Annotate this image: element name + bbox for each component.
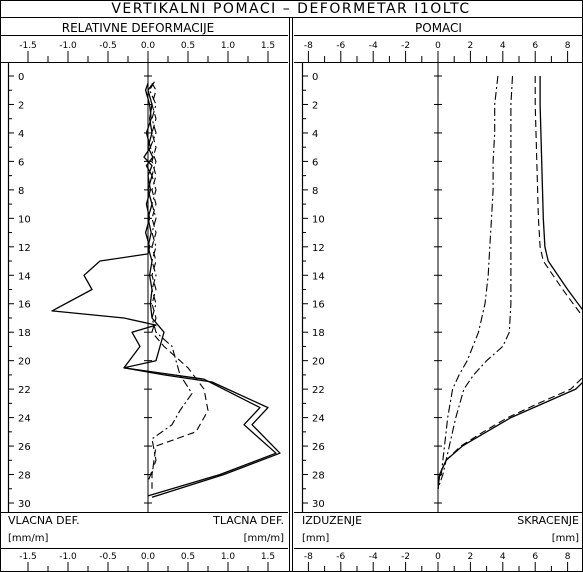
x-tick-label-top: 1.0 <box>221 41 236 51</box>
x-tick-label-bottom: 0.5 <box>181 552 195 562</box>
y-tick-label: 4 <box>18 129 24 140</box>
y-tick-label: 26 <box>312 442 325 453</box>
panel-title: POMACI <box>415 21 462 35</box>
x-tick-label-top: 4 <box>500 41 506 51</box>
x-tick-label-bottom: -6 <box>336 552 345 562</box>
figure-title: VERTIKALNI POMACI – DEFORMETAR I1OLTC <box>111 1 470 17</box>
x-tick-label-bottom: -1.0 <box>59 552 77 562</box>
series-line-3 <box>437 75 514 489</box>
y-tick-label: 12 <box>312 243 325 254</box>
y-tick-label: 12 <box>18 243 31 254</box>
panel-title: RELATIVNE DEFORMACIJE <box>62 21 215 35</box>
x-tick-label-bottom: 1.0 <box>221 552 236 562</box>
x-tick-label-bottom: -0.5 <box>99 552 117 562</box>
left-direction-label: VLACNA DEF. <box>8 514 80 527</box>
x-tick-label-top: 2 <box>468 41 474 51</box>
right-direction-label: SKRACENJE <box>517 514 579 527</box>
y-tick-label: 16 <box>18 300 31 311</box>
series-line-4 <box>147 81 193 482</box>
y-tick-label: 14 <box>312 271 325 282</box>
x-tick-label-top: -1.5 <box>19 41 37 51</box>
y-tick-label: 14 <box>18 271 31 282</box>
chart-panel-2: POMACI-8-8-6-6-4-4-2-2002244668802468101… <box>294 21 583 572</box>
y-tick-label: 6 <box>18 157 24 168</box>
x-tick-label-top: -6 <box>336 41 345 51</box>
x-tick-label-bottom: -4 <box>369 552 378 562</box>
x-tick-label-top: 8 <box>565 41 571 51</box>
left-unit-label: [mm] <box>302 533 329 544</box>
y-tick-label: 18 <box>18 328 31 339</box>
y-tick-label: 20 <box>18 357 31 368</box>
x-tick-label-bottom: 2 <box>468 552 474 562</box>
series-line-2 <box>437 76 583 489</box>
x-tick-label-top: -8 <box>304 41 313 51</box>
y-tick-label: 30 <box>18 499 31 510</box>
x-tick-label-bottom: -1.5 <box>19 552 37 562</box>
left-unit-label: [mm/m] <box>8 533 48 544</box>
y-tick-label: 2 <box>312 100 318 111</box>
x-tick-label-top: 0.5 <box>181 41 195 51</box>
y-tick-label: 8 <box>18 186 24 197</box>
x-tick-label-top: 0 <box>435 41 441 51</box>
series-line-4 <box>437 75 499 482</box>
x-tick-label-bottom: 1.5 <box>261 552 275 562</box>
y-tick-label: 4 <box>312 129 318 140</box>
right-unit-label: [mm/m] <box>244 533 284 544</box>
x-tick-label-top: -1.0 <box>59 41 77 51</box>
chart-panel-1: RELATIVNE DEFORMACIJE -1.5 -1.5 -1.0 -1.0 -0.… <box>0 21 288 572</box>
x-tick-label-bottom: 6 <box>532 552 538 562</box>
y-tick-label: 0 <box>312 72 318 83</box>
left-direction-label: IZDUZENJE <box>302 514 362 527</box>
y-tick-label: 10 <box>312 214 325 225</box>
panels: RELATIVNE DEFORMACIJE -1.5 -1.5 -1.0 -1.0 -0.… <box>0 18 583 572</box>
x-tick-label-bottom: 0.0 <box>141 552 156 562</box>
x-tick-label-top: 6 <box>532 41 538 51</box>
series-line-2 <box>123 84 281 498</box>
y-tick-label: 26 <box>18 442 31 453</box>
y-tick-label: 28 <box>18 471 31 482</box>
right-direction-label: TLACNA DEF. <box>212 514 284 527</box>
y-tick-label: 8 <box>312 186 318 197</box>
x-tick-label-bottom: 4 <box>500 552 506 562</box>
y-tick-label: 16 <box>312 300 325 311</box>
y-tick-label: 24 <box>18 414 31 425</box>
x-tick-label-bottom: -8 <box>304 552 313 562</box>
y-tick-label: 22 <box>18 385 31 396</box>
y-tick-label: 28 <box>312 471 325 482</box>
y-tick-label: 20 <box>312 357 325 368</box>
y-tick-label: 0 <box>18 72 24 83</box>
x-tick-label-bottom: 0 <box>435 552 441 562</box>
y-tick-label: 10 <box>18 214 31 225</box>
y-tick-label: 2 <box>18 100 24 111</box>
y-tick-label: 18 <box>312 328 325 339</box>
y-tick-label: 6 <box>312 157 318 168</box>
y-tick-label: 24 <box>312 414 325 425</box>
series-line-3 <box>151 82 209 489</box>
y-tick-label: 30 <box>312 499 325 510</box>
y-tick-label: 22 <box>312 385 325 396</box>
series-line-1 <box>437 76 583 489</box>
x-tick-label-top: -0.5 <box>99 41 117 51</box>
right-unit-label: [mm] <box>552 533 579 544</box>
x-tick-label-bottom: 8 <box>565 552 571 562</box>
x-tick-label-top: 0.0 <box>141 41 156 51</box>
x-tick-label-top: -4 <box>369 41 378 51</box>
x-tick-label-top: 1.5 <box>261 41 275 51</box>
x-tick-label-top: -2 <box>401 41 410 51</box>
x-tick-label-bottom: -2 <box>401 552 410 562</box>
